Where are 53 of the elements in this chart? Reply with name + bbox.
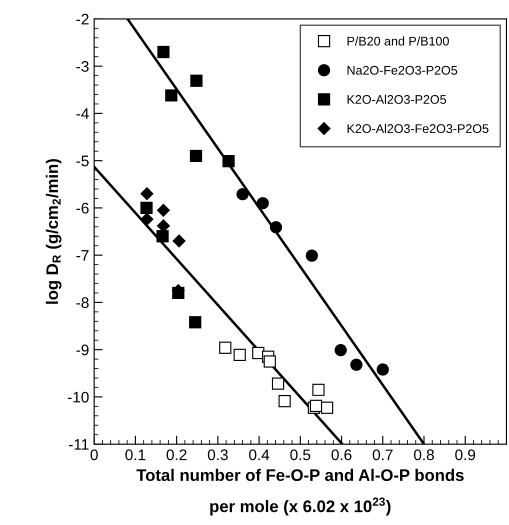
x-tick-label: 0.9 <box>455 449 476 460</box>
point <box>334 344 347 356</box>
point <box>156 219 170 232</box>
point <box>165 89 178 102</box>
point <box>270 221 282 234</box>
point <box>236 188 249 200</box>
point <box>234 348 246 361</box>
point <box>190 150 202 162</box>
y-tick-label: -11 <box>69 439 89 450</box>
point <box>219 342 232 354</box>
point <box>157 46 170 58</box>
point <box>306 250 318 262</box>
y-tick-label: -5 <box>76 156 89 166</box>
point <box>172 234 186 248</box>
x-tick-label: 0.4 <box>249 449 270 460</box>
point <box>278 395 291 408</box>
point <box>376 363 389 376</box>
point <box>140 212 154 226</box>
point <box>272 378 284 390</box>
x-tick-label: 0.8 <box>414 449 434 460</box>
point <box>156 230 169 242</box>
x-tick-label: 0.6 <box>332 449 352 460</box>
point <box>190 74 203 87</box>
x-tick-label: 0.7 <box>372 449 393 460</box>
legend-label: K2O-Al2O3-P2O5 <box>348 94 446 104</box>
y-tick-label: -2 <box>76 14 89 24</box>
y-tick-label: -7 <box>76 250 89 261</box>
point <box>222 155 235 168</box>
y-axis-title: log D$_{R}$ (g/cm$_{2}$/min) <box>46 159 62 304</box>
point <box>256 197 269 210</box>
point <box>140 187 154 200</box>
legend-label: K2O-Al2O3-Fe2O3-P2O5 <box>348 124 488 134</box>
point <box>312 384 325 396</box>
y-tick-label: -10 <box>68 392 89 403</box>
y-tick-label: -3 <box>76 61 89 72</box>
y-tick-label: -6 <box>76 202 89 214</box>
x-tick-label: 0.1 <box>125 449 146 460</box>
x-tick-label: 0.2 <box>166 449 186 460</box>
point <box>140 202 153 214</box>
legend-label: P/B20 and P/B100 <box>348 36 449 46</box>
point <box>156 204 170 217</box>
point <box>350 358 362 371</box>
x-axis-title: Total number of Fe-O-P and Al-O-P bonds per mole (x 6.02 x 10$^{23}$) <box>136 468 464 516</box>
x-tick-label: 0.5 <box>290 449 310 460</box>
y-tick-label: -9 <box>76 344 89 356</box>
point <box>189 316 202 328</box>
x-tick-label: 0.3 <box>208 449 228 460</box>
legend-label: Na2O-Fe2O3-P2O5 <box>348 66 458 75</box>
x-tick-label: 0 <box>90 449 98 460</box>
y-tick-label: -4 <box>76 108 89 119</box>
y-tick-label: -8 <box>76 297 89 308</box>
point <box>321 402 334 414</box>
point <box>264 355 276 368</box>
